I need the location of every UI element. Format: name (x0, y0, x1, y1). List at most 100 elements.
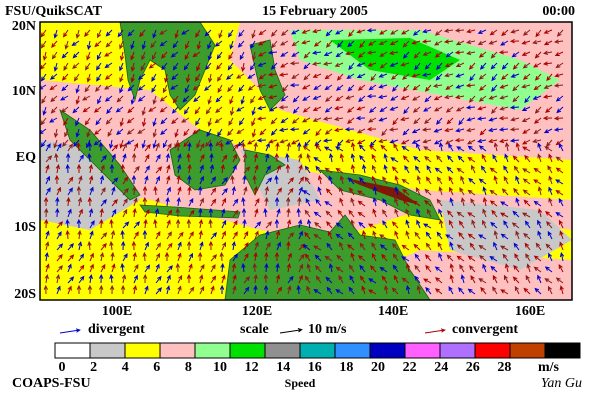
wind-vector (454, 28, 465, 33)
wind-vector (184, 51, 190, 61)
wind-vector (119, 117, 124, 127)
wind-vector (253, 273, 258, 284)
wind-vector (356, 106, 366, 111)
wind-vector (78, 175, 83, 185)
wind-vector (559, 230, 564, 240)
wind-vector (94, 128, 102, 135)
wind-vector (369, 265, 377, 273)
wind-vector (511, 51, 520, 58)
wind-vector (478, 234, 487, 240)
wind-vector (131, 174, 137, 185)
wind-vector (311, 61, 322, 66)
colorbar-tick-label: 16 (308, 360, 322, 375)
wind-vector (492, 154, 498, 163)
wind-vector (465, 105, 476, 110)
wind-vector (61, 51, 69, 59)
wind-vector (291, 51, 300, 57)
wind-vector (558, 142, 564, 152)
wind-vector (204, 29, 212, 37)
wind-vector (208, 218, 213, 229)
colorbar-tick-label: 12 (245, 360, 259, 375)
wind-vector (67, 176, 74, 185)
wind-vector (119, 40, 124, 50)
wind-vector (433, 128, 443, 133)
wind-vector (61, 84, 69, 92)
colorbar-swatch (299, 342, 336, 359)
wind-vector (434, 40, 443, 46)
wind-vector (471, 164, 476, 174)
wind-vector (465, 83, 476, 88)
wind-vector (348, 62, 355, 71)
wind-vector (67, 208, 72, 218)
wind-vector (111, 263, 116, 273)
wind-vector (537, 142, 542, 152)
wind-vector (358, 144, 366, 152)
wind-vector (231, 263, 237, 273)
wind-vector (151, 73, 157, 82)
wind-vector (555, 189, 564, 196)
wind-vector (230, 174, 235, 185)
wind-vector (44, 251, 49, 262)
wind-vector (558, 197, 564, 207)
wind-vector (232, 143, 239, 152)
wind-vector (449, 263, 454, 273)
wind-vector (144, 165, 150, 174)
wind-vector (555, 277, 564, 284)
wind-vector (141, 139, 146, 149)
wind-vector (88, 208, 94, 218)
wind-vector (241, 207, 247, 218)
wind-vector (372, 208, 377, 218)
wind-vector (210, 187, 217, 196)
wind-vector (361, 230, 367, 240)
wind-vector (334, 105, 344, 111)
wind-vector (40, 40, 47, 49)
wind-vector (51, 40, 58, 48)
wind-vector (303, 73, 311, 81)
wind-vector (221, 219, 227, 229)
wind-vector (160, 128, 168, 136)
wind-vector (281, 29, 289, 36)
wind-vector (155, 142, 160, 152)
wind-vector (554, 51, 564, 56)
wind-vector (493, 142, 499, 152)
wind-vector (304, 209, 311, 218)
wind-vector (122, 253, 128, 262)
wind-vector (192, 84, 201, 91)
wind-vector (73, 73, 80, 82)
wind-vector (436, 176, 443, 185)
wind-vector (347, 232, 355, 240)
wind-vector (491, 106, 498, 114)
wind-vector (111, 208, 117, 218)
wind-vector (137, 128, 146, 134)
wind-vector (491, 84, 498, 92)
wind-vector (144, 153, 150, 163)
wind-vector (188, 197, 194, 207)
wind-vector (100, 154, 107, 163)
wind-vector (166, 186, 171, 196)
wind-vector (371, 153, 377, 163)
wind-vector (435, 73, 443, 81)
wind-vector (229, 40, 234, 50)
wind-vector (371, 242, 377, 251)
wind-vector (313, 211, 322, 218)
wind-vector (445, 51, 454, 58)
wind-vector (267, 72, 278, 77)
wind-vector (232, 231, 238, 240)
wind-vector (324, 128, 333, 135)
wind-vector (413, 155, 421, 163)
wind-vector (164, 73, 169, 84)
wind-vector (119, 51, 125, 61)
wind-vector (489, 29, 498, 36)
wind-vector (545, 211, 553, 218)
wind-vector (467, 189, 476, 196)
wind-vector (361, 164, 367, 174)
wind-vector (132, 185, 137, 196)
wind-vector (490, 51, 498, 59)
wind-vector (116, 128, 124, 136)
wind-vector (196, 40, 202, 50)
wind-vector (275, 262, 280, 273)
wind-vector (478, 51, 487, 58)
wind-vector (425, 176, 432, 185)
colorbar-tick-label: 2 (90, 360, 97, 375)
wind-vector (306, 219, 312, 229)
